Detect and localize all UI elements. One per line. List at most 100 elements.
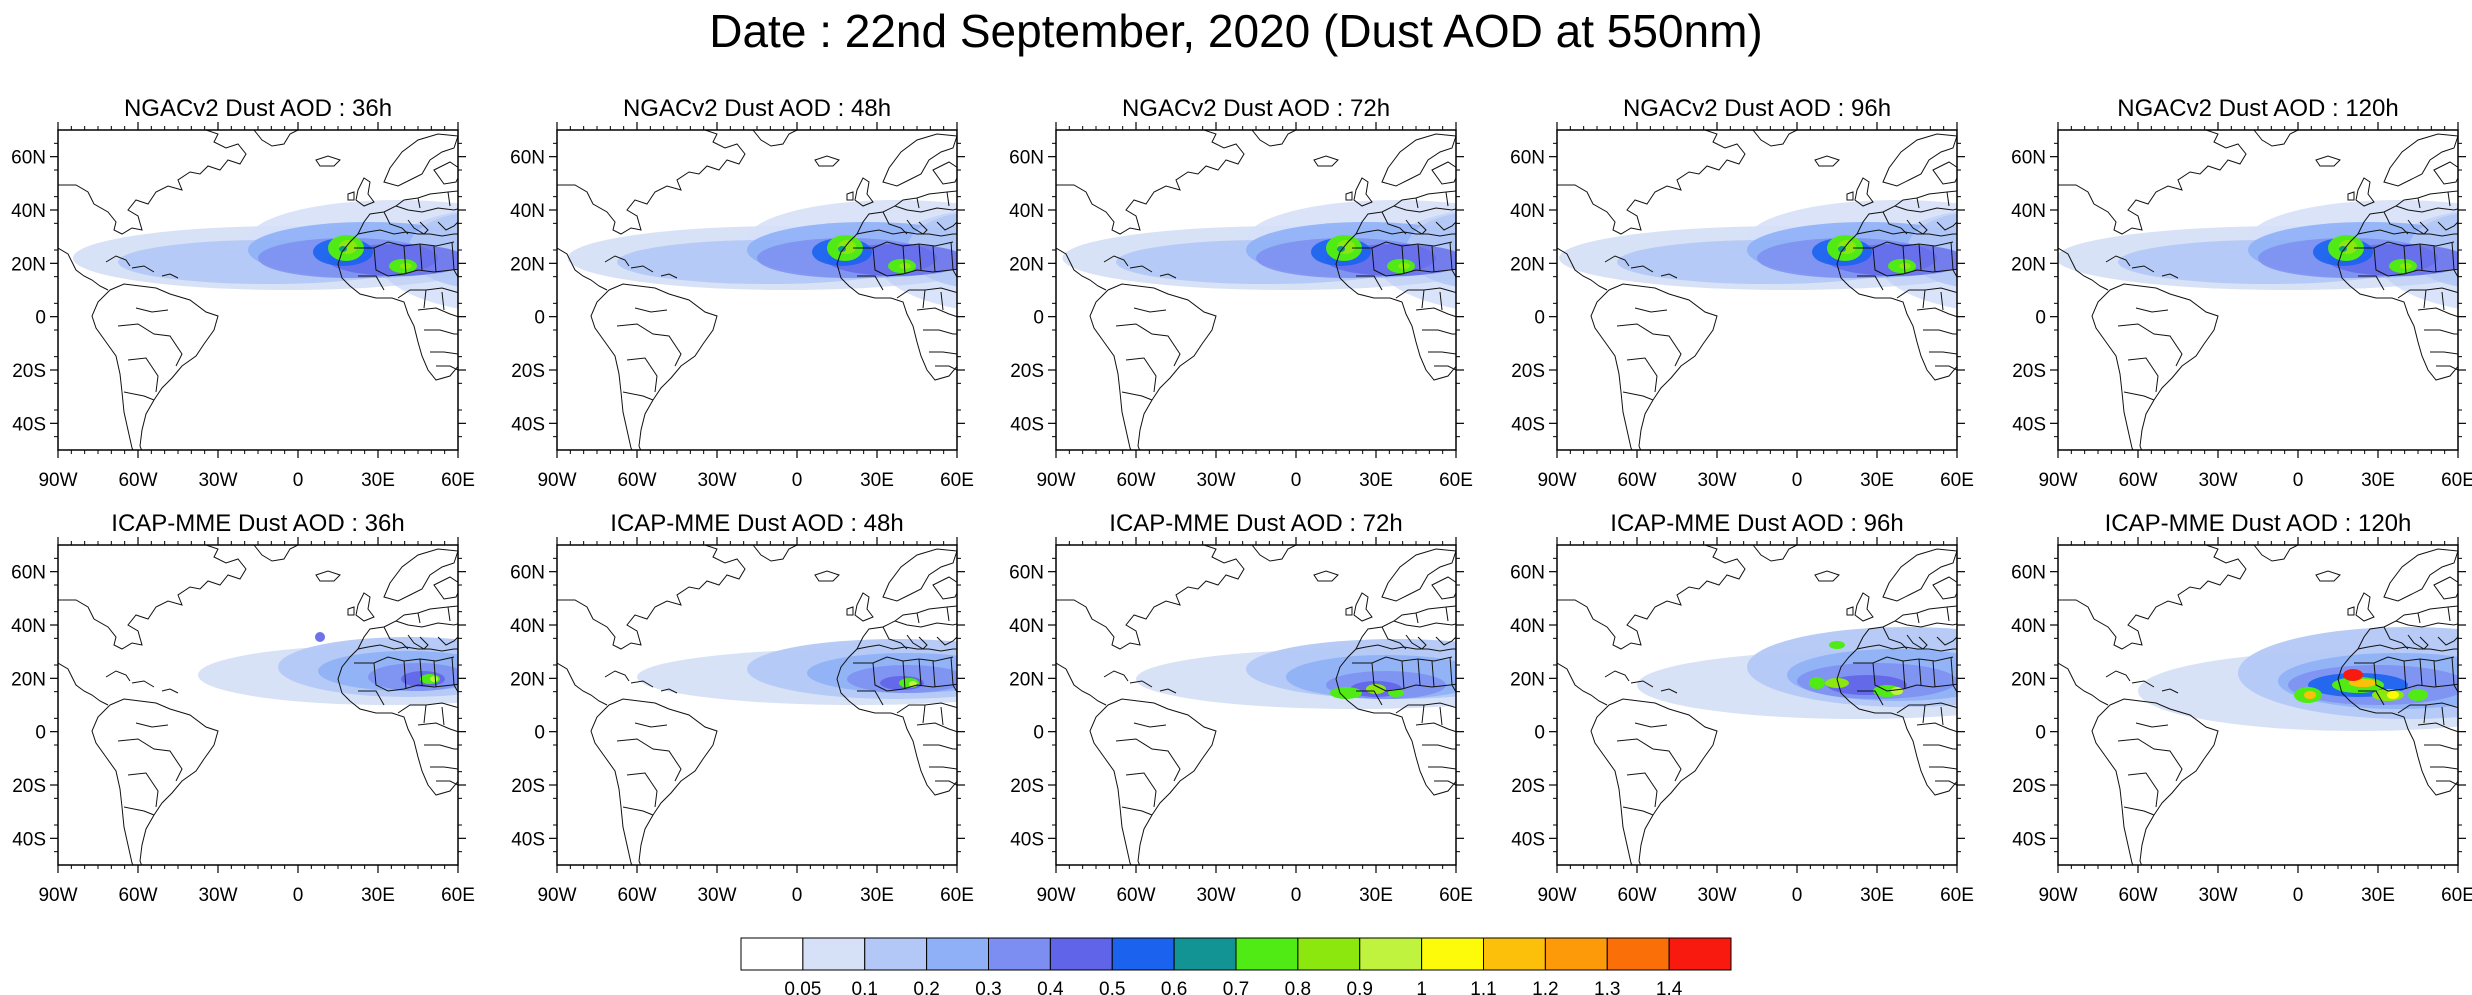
lon-label: 0 [1792,885,1803,906]
colorbar-swatch [1173,937,1237,971]
lon-label: 60W [1116,885,1155,906]
lat-label: 40N [11,201,46,222]
colorbar-label: 0.7 [1223,979,1249,995]
lon-label: 0 [792,470,803,491]
lat-label: 40N [11,616,46,637]
colorbar-swatch [1483,937,1546,971]
lat-label: 60N [2011,148,2046,169]
lat-label: 60N [510,563,545,584]
lat-label: 60N [1510,563,1545,584]
lon-label: 30E [1359,470,1393,491]
colorbar-label: 0.6 [1161,979,1187,995]
colorbar-swatch [988,937,1051,971]
lon-label: 60E [1940,885,1974,906]
colorbar-swatch [1235,937,1299,971]
lat-label: 0 [534,308,545,329]
colorbar-label: 0.3 [975,979,1001,995]
colorbar-swatch [802,937,866,971]
colorbar-label: 0.9 [1347,979,1373,995]
lon-label: 90W [1036,885,1075,906]
lat-label: 40S [1010,829,1044,850]
lat-label: 40S [2012,829,2046,850]
colorbar-label: 0.2 [913,979,939,995]
lon-label: 60W [1617,885,1656,906]
map-panel: ICAP-MME Dust AOD : 48h 60N 40N 20N 0 20S 40S 9… [510,510,974,906]
map-panel: NGACv2 Dust AOD : 48h 60N 40N 20N 0 20S 40S 90W… [510,95,974,491]
lat-label: 60N [1009,148,1044,169]
lon-label: 0 [293,885,304,906]
lat-label: 40S [12,414,46,435]
map-panel: NGACv2 Dust AOD : 120h 60N 40N 20N 0 20S 40S 90… [2011,95,2472,491]
lat-label: 20S [12,361,46,382]
lat-label: 20S [2012,776,2046,797]
lon-label: 60W [2118,885,2157,906]
lon-label: 60W [2118,470,2157,491]
colorbar-label: 0.05 [784,979,821,995]
panel-title: NGACv2 Dust AOD : 48h [623,95,891,122]
colorbar-swatch [740,937,804,971]
colorbar-label: 1 [1416,979,1427,995]
map-panel: NGACv2 Dust AOD : 96h 60N 40N 20N 0 20S 40S 90W… [1510,95,1974,491]
lat-label: 0 [35,308,46,329]
colorbar-label: 0.5 [1099,979,1125,995]
lon-label: 0 [2293,885,2304,906]
lat-label: 60N [11,563,46,584]
lon-label: 60E [2441,470,2472,491]
lon-label: 60W [118,470,157,491]
lon-label: 0 [1291,470,1302,491]
lon-label: 30E [2361,885,2395,906]
lat-label: 40S [1010,414,1044,435]
lat-label: 60N [11,148,46,169]
lon-label: 60E [1439,470,1473,491]
colorbar-swatch [1421,937,1484,971]
lat-label: 20N [510,254,545,275]
lat-label: 60N [510,148,545,169]
lon-label: 60W [617,885,656,906]
lon-label: 60E [441,885,475,906]
lat-label: 20S [1511,361,1545,382]
lon-label: 30E [2361,470,2395,491]
lat-label: 40S [1511,829,1545,850]
panel-title: NGACv2 Dust AOD : 72h [1122,95,1390,122]
lon-label: 30W [2198,885,2237,906]
lon-label: 90W [1537,470,1576,491]
lon-label: 60E [441,470,475,491]
lat-label: 40S [1511,414,1545,435]
lat-label: 40N [2011,616,2046,637]
lat-label: 60N [1510,148,1545,169]
colorbar-swatch [1544,937,1608,971]
lon-label: 90W [1036,470,1075,491]
colorbar-label: 0.1 [852,979,878,995]
lat-label: 40N [510,201,545,222]
map-panel: NGACv2 Dust AOD : 72h 60N 40N 20N 0 20S 40S 90W… [1009,95,1473,491]
lon-label: 30W [1196,885,1235,906]
lat-label: 20S [511,776,545,797]
lon-label: 60E [940,885,974,906]
lon-label: 60W [1116,470,1155,491]
lon-label: 0 [293,470,304,491]
lon-label: 30W [697,885,736,906]
lat-label: 40N [1510,616,1545,637]
lat-label: 60N [2011,563,2046,584]
colorbar-swatch [1606,937,1670,971]
lon-label: 30E [1860,885,1894,906]
lat-label: 0 [1033,308,1044,329]
map-panel: ICAP-MME Dust AOD : 36h 60N 40N 20N 0 20S 40S 9… [11,510,475,906]
colorbar-swatch [926,937,989,971]
lon-label: 30E [361,885,395,906]
panels-grid: NGACv2 Dust AOD : 36h 60N 40N 20N 0 20S 40S 90W… [11,95,2472,906]
colorbar-swatch [1668,937,1732,971]
panel-title: ICAP-MME Dust AOD : 36h [111,510,404,537]
lat-label: 20N [1009,254,1044,275]
map-panel: ICAP-MME Dust AOD : 96h 60N 40N 20N 0 20S 40S 9… [1510,510,1974,906]
lat-label: 40S [2012,414,2046,435]
lat-label: 20N [2011,669,2046,690]
panel-title: NGACv2 Dust AOD : 36h [124,95,392,122]
colorbar-label: 1.4 [1656,979,1683,995]
lat-label: 0 [2035,723,2046,744]
lon-label: 30W [697,470,736,491]
colorbar-swatch [1359,937,1423,971]
lat-label: 40N [1009,201,1044,222]
lon-label: 90W [2038,885,2077,906]
